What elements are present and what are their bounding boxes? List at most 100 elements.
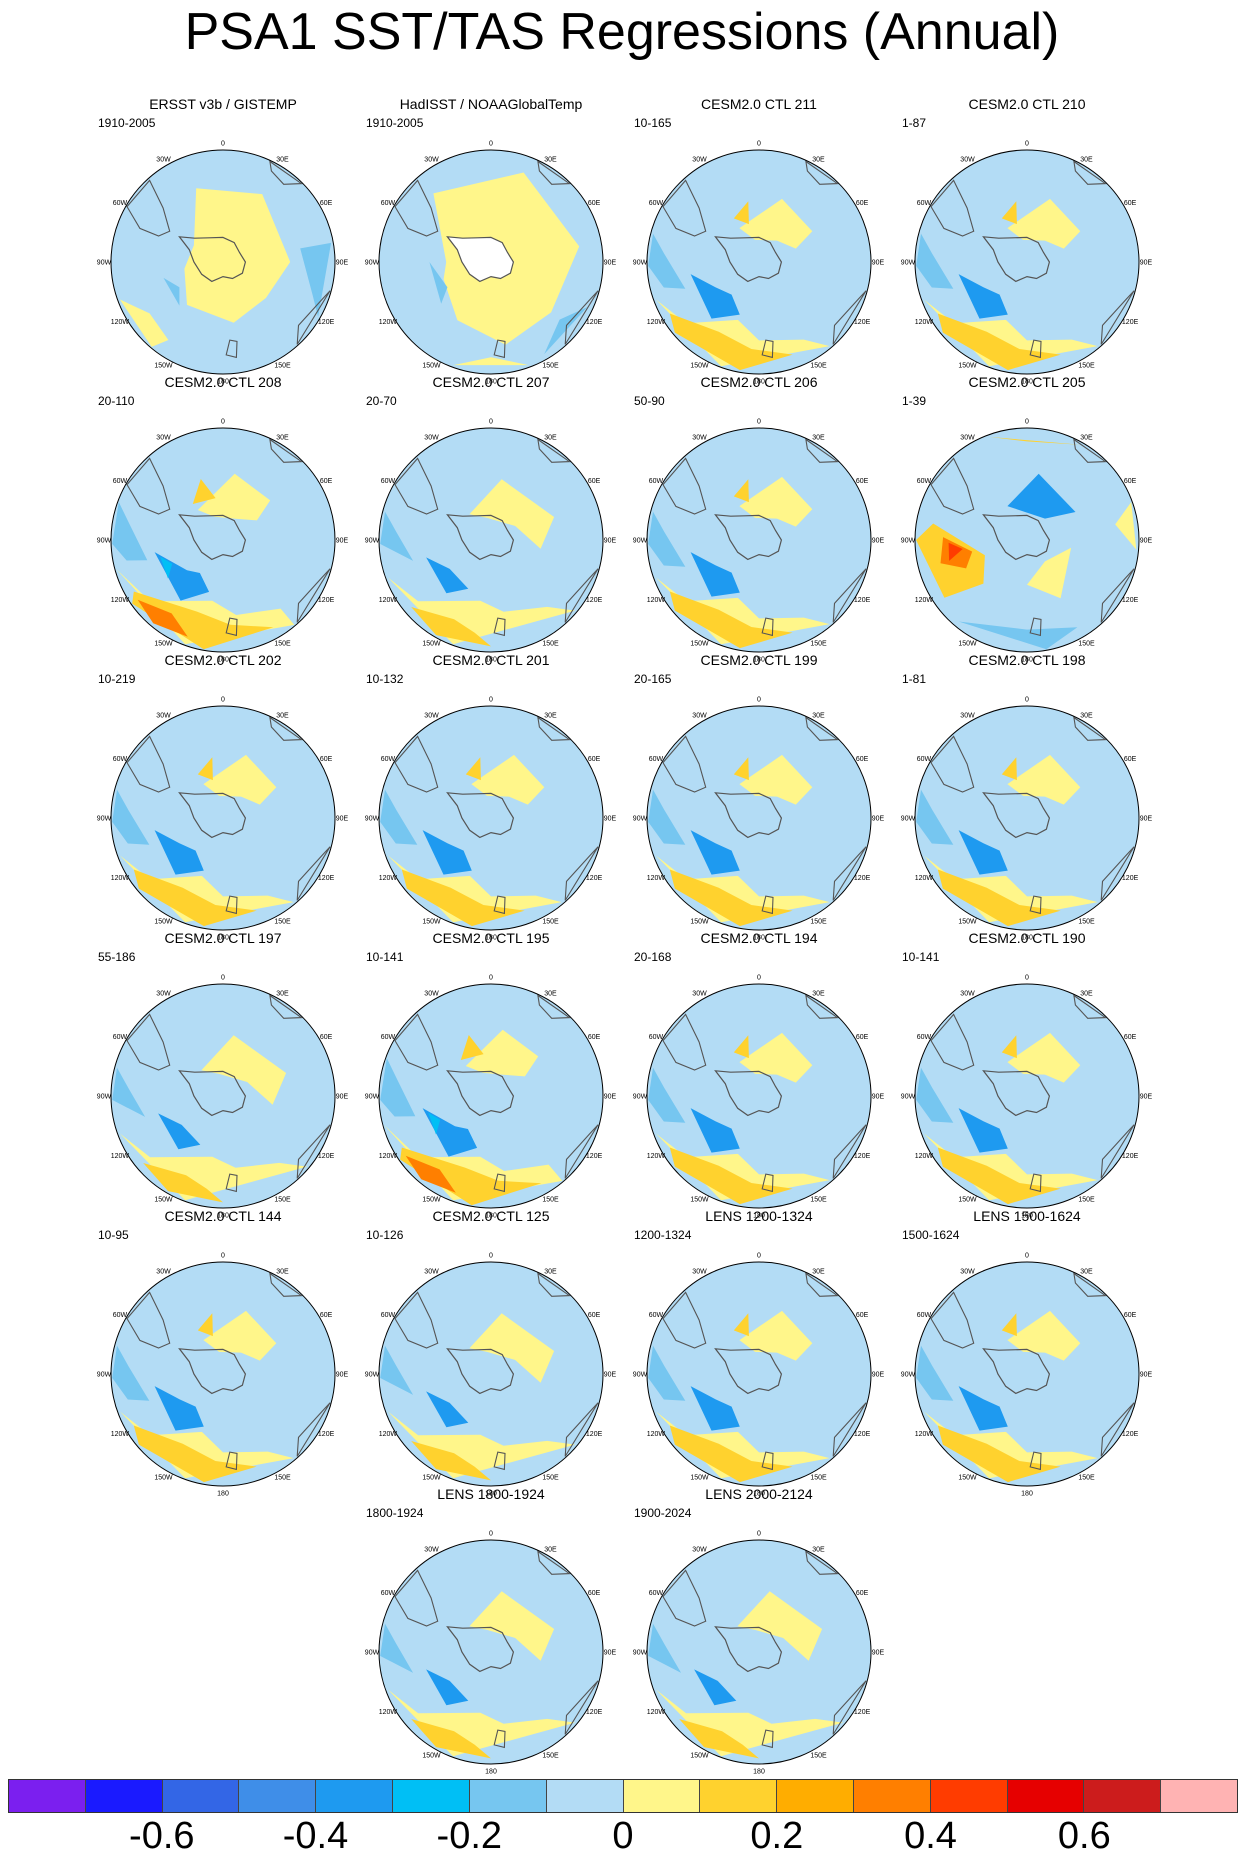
colorbar-swatch (777, 1780, 854, 1812)
anomaly-contour (1007, 1310, 1081, 1361)
longitude-label: 150W (154, 641, 173, 648)
panel-period: 10-219 (98, 672, 136, 686)
longitude-label: 180 (217, 657, 229, 664)
longitude-label: 90E (872, 1094, 885, 1101)
anomaly-contour (733, 1035, 749, 1059)
anomaly-contour (737, 1591, 823, 1661)
anomaly-contour (648, 1067, 686, 1123)
longitude-label: 60E (856, 1034, 869, 1041)
longitude-label: 0 (757, 975, 761, 982)
panel-period: 10-165 (634, 116, 672, 130)
colorbar-swatch (546, 1780, 624, 1812)
longitude-label: 0 (1025, 419, 1029, 426)
longitude-label: 150E (274, 363, 291, 370)
longitude-label: 180 (485, 1213, 497, 1220)
map-boundary (378, 983, 604, 1209)
anomaly-contour (648, 233, 686, 289)
longitude-label: 60W (649, 1312, 664, 1319)
anomaly-contour (429, 262, 448, 304)
new-zealand-coastline (761, 1173, 774, 1193)
longitude-label: 30E (276, 990, 289, 997)
longitude-label: 0 (221, 141, 225, 148)
longitude-label: 90E (872, 260, 885, 267)
longitude-label: 180 (753, 1491, 765, 1498)
longitude-label: 90W (365, 816, 380, 823)
longitude-label: 0 (221, 697, 225, 704)
anomaly-contour (655, 1689, 844, 1757)
anomaly-contour (937, 1147, 1061, 1205)
colorbar-swatch (1007, 1780, 1085, 1812)
antarctica-coastline (178, 1070, 247, 1117)
longitude-label: 180 (485, 657, 497, 664)
south-america-coastline (126, 179, 171, 237)
anomaly-contour (690, 1386, 740, 1431)
panel-title: CESM2.0 CTL 207 (432, 374, 550, 390)
longitude-label: 60E (588, 1034, 601, 1041)
anomaly-contour (679, 1719, 759, 1759)
anomaly-contour (690, 830, 740, 875)
longitude-label: 30W (692, 1546, 707, 1553)
longitude-label: 60W (381, 1312, 396, 1319)
longitude-label: 150W (958, 1197, 977, 1204)
longitude-label: 90W (901, 1372, 916, 1379)
map-boundary (646, 1539, 872, 1765)
panel-period: 20-168 (634, 950, 672, 964)
longitude-label: 120W (111, 597, 130, 604)
anomaly-contour (380, 1058, 416, 1117)
longitude-label: 150W (422, 1475, 441, 1482)
longitude-label: 180 (485, 379, 497, 386)
longitude-label: 0 (489, 419, 493, 426)
new-zealand-coastline (761, 339, 774, 359)
longitude-label: 30W (156, 1268, 171, 1275)
australia-coastline (1100, 1124, 1135, 1179)
anomaly-contour (143, 1163, 223, 1203)
map-panel: CESM2.0 CTL 195 10-141 0 30E 60E 90E 120E 150E 1… (360, 930, 622, 1220)
longitude-label: 30E (276, 434, 289, 441)
longitude-label: 90E (604, 1650, 617, 1657)
longitude-label: 150W (154, 363, 173, 370)
anomaly-contour (133, 869, 257, 927)
longitude-label: 120W (647, 1431, 666, 1438)
map-panel: CESM2.0 CTL 201 10-132 0 30E 60E 90E 120E 150E 1… (360, 652, 622, 942)
longitude-label: 120W (915, 1431, 934, 1438)
longitude-label: 120E (318, 875, 335, 882)
longitude-label: 180 (217, 1213, 229, 1220)
anomaly-contour (460, 1035, 484, 1060)
anomaly-contour (380, 1345, 414, 1395)
longitude-label: 60E (588, 1590, 601, 1597)
longitude-label: 90E (336, 1372, 349, 1379)
anomaly-contour (380, 789, 418, 845)
australia-coastline (296, 568, 331, 623)
longitude-label: 30W (424, 712, 439, 719)
longitude-label: 180 (217, 935, 229, 942)
anomaly-contour (465, 1029, 539, 1077)
antarctica-coastline (714, 514, 783, 561)
africa-coastline (805, 160, 840, 185)
map-panel: CESM2.0 CTL 197 55-186 0 30E 60E 90E 120E 150E 1… (92, 930, 354, 1220)
panel-title: CESM2.0 CTL 210 (968, 96, 1086, 112)
panel-period: 1200-1324 (634, 1228, 692, 1242)
anomaly-contour (733, 479, 749, 503)
antarctica-coastline (982, 514, 1051, 561)
longitude-label: 120W (379, 1709, 398, 1716)
australia-coastline (296, 290, 331, 345)
south-america-coastline (394, 1569, 439, 1627)
new-zealand-coastline (493, 1729, 506, 1749)
longitude-label: 120W (379, 1431, 398, 1438)
antarctica-coastline (178, 792, 247, 839)
longitude-label: 60W (649, 200, 664, 207)
map-panel: CESM2.0 CTL 211 10-165 0 30E 60E 90E 120E 150E 1… (628, 96, 890, 386)
longitude-label: 30E (276, 1268, 289, 1275)
australia-coastline (1100, 846, 1135, 901)
longitude-label: 150W (154, 1197, 173, 1204)
longitude-label: 90E (336, 1094, 349, 1101)
polar-map: 0 30E 60E 90E 120E 150E 180 150W 120W 90W 60W 30W (97, 697, 349, 942)
longitude-label: 0 (489, 975, 493, 982)
longitude-label: 60E (1124, 200, 1137, 207)
africa-coastline (805, 1550, 840, 1575)
longitude-label: 60E (1124, 1312, 1137, 1319)
africa-coastline (537, 994, 572, 1019)
map-panel: CESM2.0 CTL 144 10-95 0 30E 60E 90E 120E 150E 18… (92, 1208, 354, 1498)
longitude-label: 120W (379, 875, 398, 882)
panel-title: CESM2.0 CTL 202 (164, 652, 282, 668)
